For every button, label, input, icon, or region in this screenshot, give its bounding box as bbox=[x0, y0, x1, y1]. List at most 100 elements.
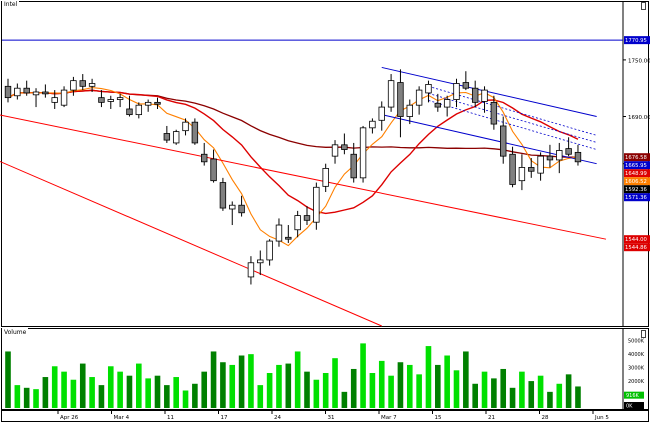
x-tick-label: Jun 5 bbox=[594, 415, 609, 421]
volume-bar bbox=[33, 389, 39, 408]
x-tick-label: 31 bbox=[328, 415, 335, 421]
candle-body bbox=[4, 85, 12, 99]
candle-body bbox=[257, 259, 264, 264]
price-label-text: 1544.00 bbox=[625, 237, 648, 243]
volume-bar bbox=[453, 370, 460, 408]
volume-bar bbox=[107, 366, 114, 408]
candle-body bbox=[201, 153, 208, 163]
volume-bar bbox=[397, 362, 404, 408]
volume-bar bbox=[23, 387, 30, 408]
candle-body bbox=[275, 224, 283, 242]
candle-body bbox=[322, 168, 329, 187]
price-label-text: 1571.36 bbox=[625, 195, 648, 201]
candle-body bbox=[191, 121, 199, 144]
volume-bar bbox=[210, 351, 217, 408]
volume-bar bbox=[182, 390, 189, 408]
candle-body bbox=[42, 91, 49, 95]
x-tick-label: Mar 4 bbox=[114, 415, 130, 421]
candle-body bbox=[247, 262, 255, 278]
candle-body bbox=[88, 83, 96, 87]
candle-body bbox=[219, 182, 227, 209]
candle-body bbox=[107, 99, 114, 102]
candle-body bbox=[331, 144, 339, 157]
volume-bar bbox=[416, 374, 422, 408]
volume-bar bbox=[51, 366, 58, 408]
candle-body bbox=[369, 120, 376, 129]
candle-body bbox=[415, 89, 423, 106]
volume-bar bbox=[360, 343, 366, 408]
price-label-box bbox=[624, 169, 650, 178]
candle-body bbox=[509, 153, 516, 185]
volume-label-box bbox=[624, 391, 644, 399]
volume-bar bbox=[136, 363, 142, 408]
price-label-text: 1770.95 bbox=[625, 38, 647, 44]
volume-bar bbox=[201, 371, 208, 408]
volume-bar bbox=[350, 368, 357, 408]
candle-body bbox=[182, 121, 189, 132]
volume-bar bbox=[444, 355, 450, 408]
volume-bar bbox=[472, 383, 478, 408]
candle-body bbox=[425, 84, 432, 94]
candle-body bbox=[481, 89, 488, 102]
volume-pane-frame bbox=[1, 328, 649, 410]
candle-body bbox=[434, 102, 442, 108]
volume-bar bbox=[500, 368, 507, 408]
volume-bar bbox=[491, 378, 497, 408]
channel-upper bbox=[381, 66, 597, 118]
price-pane-close-button[interactable] bbox=[641, 2, 646, 10]
candle-body bbox=[546, 155, 554, 161]
volume-bar bbox=[322, 373, 329, 408]
volume-pane-close-button[interactable] bbox=[641, 330, 646, 338]
candle-body bbox=[32, 91, 40, 96]
volume-bar bbox=[378, 360, 385, 408]
candle-body bbox=[359, 127, 367, 179]
volume-bar bbox=[528, 381, 535, 408]
price-label-text: 1665.95 bbox=[625, 163, 647, 169]
candle-body bbox=[565, 148, 572, 155]
candle-body bbox=[79, 80, 86, 87]
price-label-box bbox=[624, 161, 650, 170]
volume-bar bbox=[14, 385, 21, 408]
candle-body bbox=[285, 236, 292, 240]
x-tick-label: 21 bbox=[488, 415, 495, 421]
candle-body bbox=[294, 215, 301, 231]
volume-bar bbox=[294, 351, 301, 408]
candle-body bbox=[500, 125, 507, 157]
candle-body bbox=[154, 101, 161, 105]
price-label-text: 1544.86 bbox=[625, 245, 648, 251]
volume-bar bbox=[481, 371, 488, 408]
candle-body bbox=[98, 97, 105, 103]
volume-bar bbox=[406, 364, 413, 408]
volume-bar bbox=[61, 371, 67, 408]
candle-body bbox=[135, 104, 143, 116]
volume-bar bbox=[42, 377, 49, 408]
volume-bar bbox=[332, 358, 338, 408]
price-label-text: 1606.52 bbox=[625, 179, 647, 185]
candle-body bbox=[172, 131, 180, 144]
candle-body bbox=[453, 83, 460, 100]
candle-body bbox=[518, 167, 526, 182]
price-label-box bbox=[624, 193, 650, 202]
volume-bar bbox=[5, 351, 11, 408]
volume-bar bbox=[425, 346, 432, 408]
volume-bar bbox=[257, 385, 264, 408]
price-label-box bbox=[624, 235, 650, 244]
candle-body bbox=[126, 108, 133, 116]
candle-body bbox=[238, 204, 245, 214]
trendline-upper bbox=[0, 114, 607, 240]
volume-bar bbox=[463, 351, 469, 408]
volume-bar bbox=[173, 377, 179, 408]
candle-body bbox=[70, 80, 77, 91]
candle-body bbox=[14, 87, 21, 97]
volume-tick-label: 2000K bbox=[628, 379, 645, 385]
candle-body bbox=[266, 240, 273, 261]
volume-bar bbox=[248, 354, 254, 408]
volume-bar bbox=[285, 363, 292, 408]
x-tick-label: Apr 26 bbox=[60, 415, 79, 421]
price-label-text: 1676.58 bbox=[625, 155, 648, 161]
candle-body bbox=[210, 158, 217, 182]
x-tick-label: 28 bbox=[542, 415, 549, 421]
candle-body bbox=[144, 101, 152, 106]
time-axis-frame bbox=[1, 410, 649, 422]
